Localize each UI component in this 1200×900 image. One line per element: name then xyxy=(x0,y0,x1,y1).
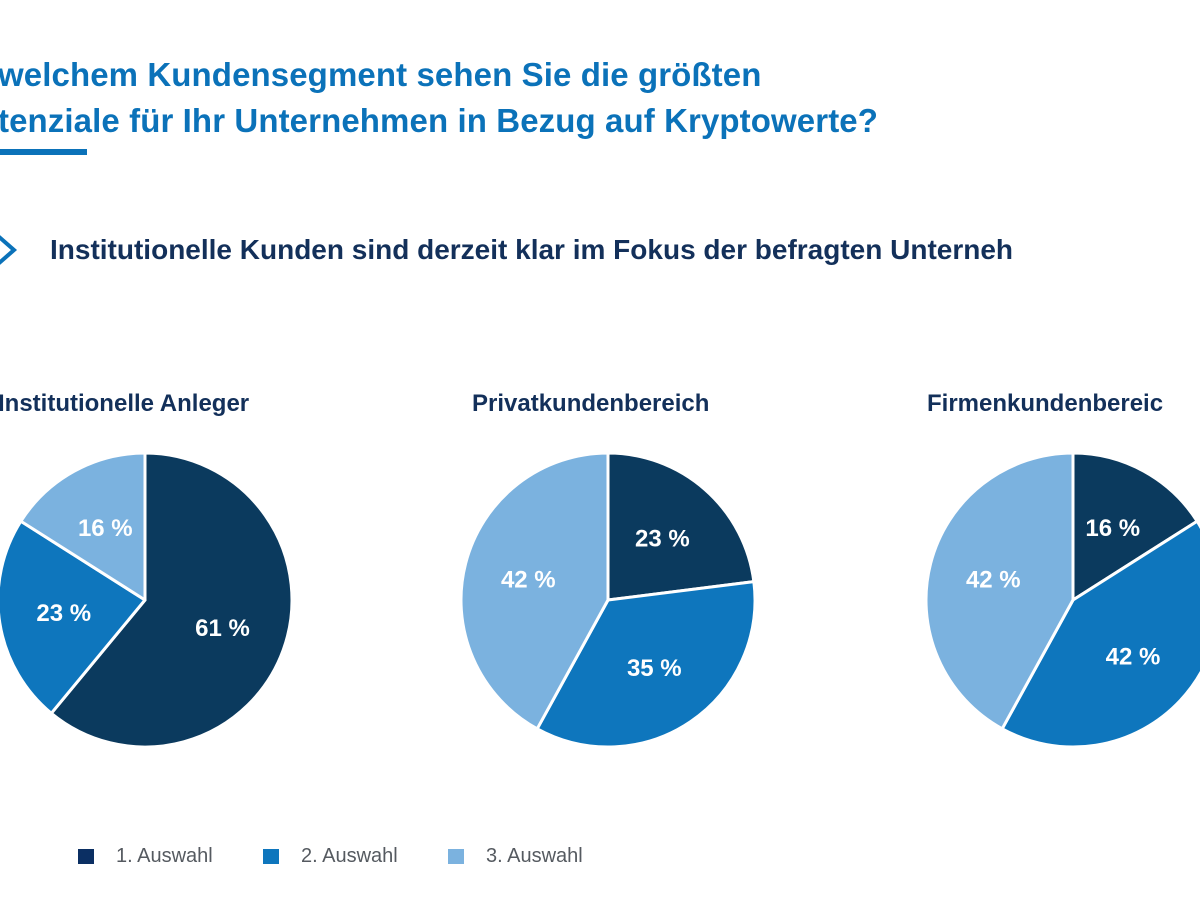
pie-slice-first-choice xyxy=(49,451,294,749)
pie-slice-third-choice xyxy=(19,451,147,602)
pie-slice-second-choice xyxy=(1000,519,1200,749)
pie-slice-label: 23 % xyxy=(635,525,690,552)
page-title: welchem Kundensegment sehen Sie die größ… xyxy=(0,52,878,144)
key-finding-text: Institutionelle Kunden sind derzeit klar… xyxy=(50,234,1014,265)
page-title-line-2: tenziale für Ihr Unternehmen in Bezug au… xyxy=(0,102,878,139)
legend-label: 2. Auswahl xyxy=(301,845,398,867)
pie-slice-third-choice xyxy=(924,451,1075,731)
legend-swatch xyxy=(263,849,279,864)
pie-slice-label: 61 % xyxy=(195,615,250,642)
legend-swatch xyxy=(448,849,464,864)
pie-slice-label: 42 % xyxy=(501,567,556,594)
pie-slice-first-choice xyxy=(1071,451,1199,602)
pie-slice-label: 42 % xyxy=(1106,643,1161,670)
title-accent-bar xyxy=(0,149,87,155)
page-title-line-1: welchem Kundensegment sehen Sie die größ… xyxy=(0,56,762,93)
pie-slice-third-choice xyxy=(459,451,610,731)
pie-slice-label: 16 % xyxy=(78,515,133,542)
pie-slice-label: 42 % xyxy=(966,567,1021,594)
pie-title-institutional: Institutionelle Anleger xyxy=(0,390,250,417)
pie-slice-second-choice xyxy=(535,580,757,749)
pie-slice-first-choice xyxy=(606,451,756,602)
pie-corporate: 16 % 42 % 42 % xyxy=(924,451,1200,749)
pie-slice-label: 16 % xyxy=(1085,515,1140,542)
pie-slice-label: 23 % xyxy=(36,600,91,627)
pie-title-corporate: Firmenkundenbereic xyxy=(927,390,1164,417)
chevron-right-icon xyxy=(0,235,18,265)
legend-label: 3. Auswahl xyxy=(486,845,583,867)
pie-title-private: Privatkundenbereich xyxy=(472,390,710,417)
legend-swatch xyxy=(78,849,94,864)
pie-institutional: 61 % 23 % 16 % xyxy=(0,451,294,749)
pie-slice-second-choice xyxy=(0,519,147,715)
legend-label: 1. Auswahl xyxy=(116,845,213,867)
pie-slice-label: 35 % xyxy=(627,655,682,682)
pie-private: 23 % 35 % 42 % xyxy=(459,451,757,749)
